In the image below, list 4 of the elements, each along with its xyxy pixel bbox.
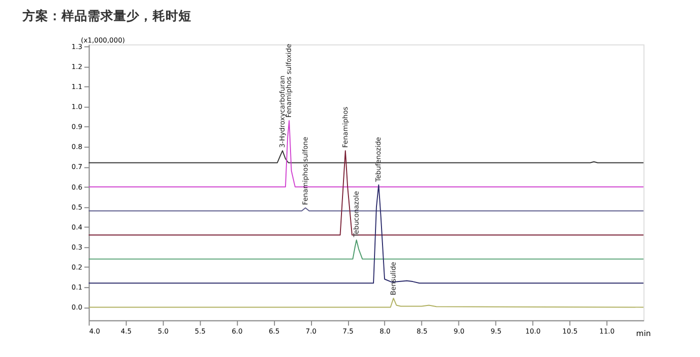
line-series: [88, 240, 644, 260]
line-series: [88, 298, 644, 308]
chart-title: 方案：样品需求量少，耗时短: [21, 8, 192, 23]
x-axis-title: min: [636, 328, 651, 338]
